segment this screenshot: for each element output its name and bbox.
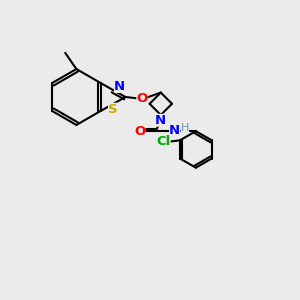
Text: N: N — [155, 114, 166, 127]
Text: H: H — [181, 123, 189, 133]
Text: O: O — [136, 92, 148, 105]
Text: N: N — [114, 80, 125, 93]
Text: S: S — [108, 103, 118, 116]
Text: N: N — [169, 124, 180, 137]
Text: Cl: Cl — [156, 135, 171, 148]
Text: O: O — [134, 125, 146, 138]
